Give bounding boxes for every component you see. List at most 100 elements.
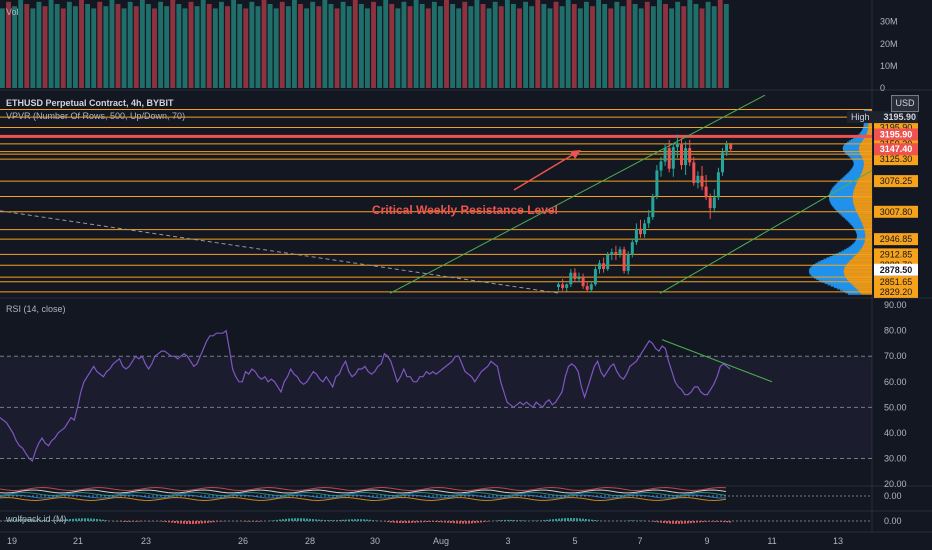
volume-bar [164, 6, 170, 89]
volume-bar [535, 0, 541, 89]
indicator-4-bar [450, 521, 452, 524]
volume-profile-down [858, 177, 872, 181]
volume-profile-down [856, 180, 872, 184]
indicator-4-bar [594, 520, 596, 521]
high-tag-bg [847, 111, 918, 124]
indicator-4-bar [288, 518, 290, 521]
volume-profile-up [829, 194, 853, 197]
volume-bar [310, 1, 316, 88]
candle-body [589, 284, 593, 290]
volume-axis-tick: 30M [880, 17, 898, 27]
rsi-axis-tick: 40.00 [884, 428, 907, 438]
volume-profile-down [856, 181, 872, 185]
volume-profile-up [853, 163, 864, 166]
volume-profile-down [855, 183, 872, 186]
volume-profile-down [862, 223, 872, 227]
indicator-4-bar [324, 519, 326, 521]
candle-body [643, 223, 647, 235]
candle-body [618, 249, 622, 254]
volume-profile-down [863, 225, 872, 228]
volume-profile-down [846, 277, 872, 281]
indicator-4-bar [39, 519, 41, 521]
volume-bar [431, 1, 437, 88]
price-tag-bg [874, 175, 918, 188]
indicator-4-bar [687, 521, 689, 524]
volume-profile-up [837, 286, 857, 290]
volume-profile-down [863, 159, 872, 162]
volume-bar [115, 4, 121, 88]
volume-profile-up [843, 144, 860, 147]
volume-profile-up [843, 215, 860, 219]
level-tag-bg [874, 263, 918, 276]
volume-bar [401, 1, 407, 88]
volume-bar [456, 8, 462, 88]
candle-body [610, 252, 614, 255]
candle-body [716, 172, 720, 198]
volume-bar [693, 4, 699, 88]
volume-profile-down [854, 204, 872, 208]
indicator-4-bar [126, 521, 128, 522]
annotation-text: Critical Weekly Resistance Level [372, 203, 558, 217]
volume-profile-up [832, 204, 855, 208]
indicator-4-bar [186, 521, 188, 524]
volume-profile-down [865, 133, 872, 137]
dashed-trendline [0, 210, 561, 294]
volume-bar [468, 6, 474, 89]
volume-profile-up [829, 196, 853, 200]
volume-profile-up [842, 146, 859, 150]
volume-profile-up [843, 149, 860, 153]
indicator-4-bar [6, 520, 8, 521]
indicator-4-bar [321, 519, 323, 521]
volume-bar [60, 8, 66, 88]
currency-selector[interactable]: USD [891, 95, 919, 112]
volume-profile-down [844, 265, 872, 268]
volume-profile-up [842, 289, 859, 293]
volume-profile-down [859, 144, 872, 147]
volume-profile-down [861, 219, 872, 223]
volume-profile-up [847, 172, 861, 176]
indicator-4-bar [9, 519, 11, 521]
volume-bar [650, 6, 656, 89]
volume-bar [669, 8, 675, 88]
indicator-4-bar [537, 520, 539, 521]
volume-bar [559, 6, 565, 89]
volume-profile-up [856, 231, 866, 235]
volume-profile-up [847, 153, 862, 157]
indicator-4-bar [171, 521, 173, 523]
volume-bar [237, 4, 243, 88]
volume-profile-up [861, 129, 868, 133]
volume-profile-down [862, 156, 872, 160]
volume-bar [340, 1, 346, 88]
volume-profile-up [809, 269, 844, 272]
volume-profile-down [852, 255, 872, 259]
volume-profile-up [820, 259, 849, 263]
volume-bar [584, 1, 589, 88]
indicator-4-bar [351, 519, 353, 521]
volume-bar [681, 6, 687, 89]
volume-profile-up [863, 124, 869, 127]
volume-profile-down [860, 218, 872, 221]
volume-bar [12, 6, 18, 89]
indicator-4-bar [396, 521, 398, 523]
indicator-4-bar [312, 519, 314, 521]
volume-profile-down [853, 188, 872, 192]
volume-bar [206, 4, 212, 88]
indicator-4-bar [501, 520, 503, 521]
volume-bar [261, 0, 267, 89]
indicator-4-bar [33, 519, 35, 521]
indicator-4-bar [12, 519, 14, 521]
volume-bar [577, 8, 583, 88]
volume-profile-down [863, 226, 872, 229]
indicator-4-bar [45, 520, 47, 521]
indicator-4-bar [198, 521, 200, 524]
candle-body [729, 144, 733, 150]
volume-profile-down [862, 138, 872, 142]
volume-profile-up [818, 278, 849, 282]
volume-profile-down [868, 125, 872, 129]
indicator-4-bar [330, 520, 332, 521]
time-axis-tick: 23 [141, 536, 151, 546]
volume-bar [492, 1, 498, 88]
indicator-4-bar [585, 519, 587, 521]
price-tag-label: 3076.25 [880, 176, 913, 186]
